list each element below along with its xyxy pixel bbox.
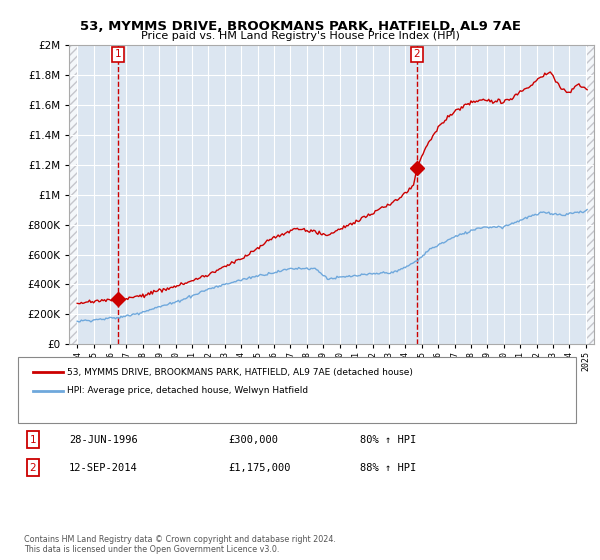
- Text: 88% ↑ HPI: 88% ↑ HPI: [360, 463, 416, 473]
- Text: 1: 1: [115, 49, 121, 59]
- Text: HPI: Average price, detached house, Welwyn Hatfield: HPI: Average price, detached house, Welw…: [67, 386, 308, 395]
- Text: 1: 1: [29, 435, 37, 445]
- Text: 2: 2: [29, 463, 37, 473]
- Text: £300,000: £300,000: [228, 435, 278, 445]
- Text: Contains HM Land Registry data © Crown copyright and database right 2024.
This d: Contains HM Land Registry data © Crown c…: [24, 535, 336, 554]
- Text: 53, MYMMS DRIVE, BROOKMANS PARK, HATFIELD, AL9 7AE: 53, MYMMS DRIVE, BROOKMANS PARK, HATFIEL…: [79, 20, 521, 32]
- Bar: [586, 45, 594, 344]
- Text: 53, MYMMS DRIVE, BROOKMANS PARK, HATFIELD, AL9 7AE (detached house): 53, MYMMS DRIVE, BROOKMANS PARK, HATFIEL…: [67, 368, 413, 377]
- Text: 2: 2: [413, 49, 420, 59]
- Text: Price paid vs. HM Land Registry's House Price Index (HPI): Price paid vs. HM Land Registry's House …: [140, 31, 460, 41]
- Text: £1,175,000: £1,175,000: [228, 463, 290, 473]
- Text: 12-SEP-2014: 12-SEP-2014: [69, 463, 138, 473]
- Text: 80% ↑ HPI: 80% ↑ HPI: [360, 435, 416, 445]
- Text: 28-JUN-1996: 28-JUN-1996: [69, 435, 138, 445]
- Bar: [69, 45, 77, 344]
